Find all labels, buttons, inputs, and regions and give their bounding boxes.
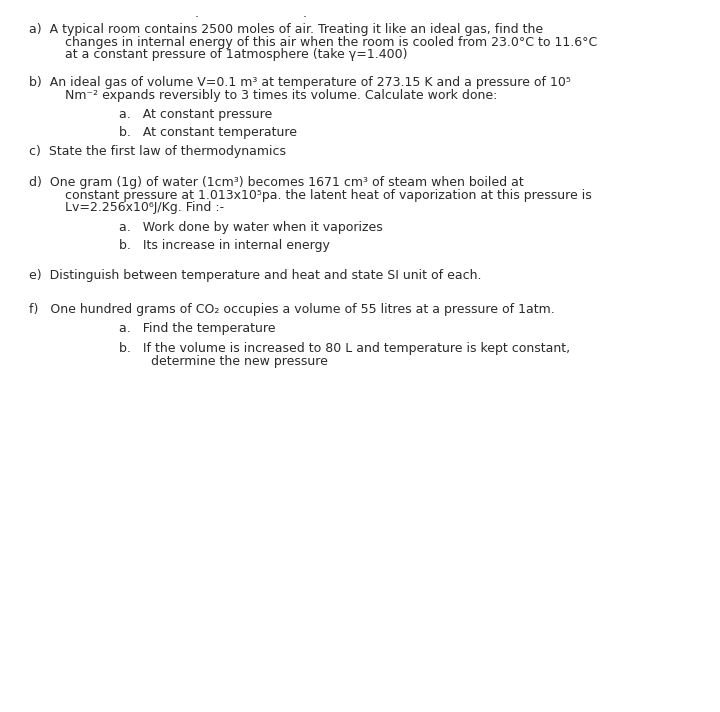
- Text: a)  A typical room contains 2500 moles of air. Treating it like an ideal gas, fi: a) A typical room contains 2500 moles of…: [29, 23, 543, 36]
- Text: f)   One hundred grams of CO₂ occupies a volume of 55 litres at a pressure of 1a: f) One hundred grams of CO₂ occupies a v…: [29, 303, 554, 315]
- Text: a.   At constant pressure: a. At constant pressure: [119, 108, 272, 121]
- Text: .: .: [302, 7, 307, 20]
- Text: determine the new pressure: determine the new pressure: [151, 355, 328, 367]
- Text: b)  An ideal gas of volume V=0.1 m³ at temperature of 273.15 K and a pressure of: b) An ideal gas of volume V=0.1 m³ at te…: [29, 76, 571, 89]
- Text: b.   If the volume is increased to 80 L and temperature is kept constant,: b. If the volume is increased to 80 L an…: [119, 342, 570, 355]
- Text: a.   Work done by water when it vaporizes: a. Work done by water when it vaporizes: [119, 221, 382, 234]
- Text: a.   Find the temperature: a. Find the temperature: [119, 322, 275, 335]
- Text: Lv=2.256x10⁶J/Kg. Find :-: Lv=2.256x10⁶J/Kg. Find :-: [65, 201, 224, 214]
- Text: e)  Distinguish between temperature and heat and state SI unit of each.: e) Distinguish between temperature and h…: [29, 269, 481, 282]
- Text: Nm⁻² expands reversibly to 3 times its volume. Calculate work done:: Nm⁻² expands reversibly to 3 times its v…: [65, 89, 498, 102]
- Text: at a constant pressure of 1atmosphere (take γ=1.400): at a constant pressure of 1atmosphere (t…: [65, 48, 408, 61]
- Text: d)  One gram (1g) of water (1cm³) becomes 1671 cm³ of steam when boiled at: d) One gram (1g) of water (1cm³) becomes…: [29, 176, 523, 189]
- Text: c)  State the first law of thermodynamics: c) State the first law of thermodynamics: [29, 145, 286, 158]
- Text: changes in internal energy of this air when the room is cooled from 23.0°C to 11: changes in internal energy of this air w…: [65, 36, 597, 48]
- Text: constant pressure at 1.013x10⁵pa. the latent heat of vaporization at this pressu: constant pressure at 1.013x10⁵pa. the la…: [65, 189, 592, 201]
- Text: .: .: [194, 7, 199, 20]
- Text: b.   Its increase in internal energy: b. Its increase in internal energy: [119, 239, 330, 251]
- Text: b.   At constant temperature: b. At constant temperature: [119, 126, 297, 139]
